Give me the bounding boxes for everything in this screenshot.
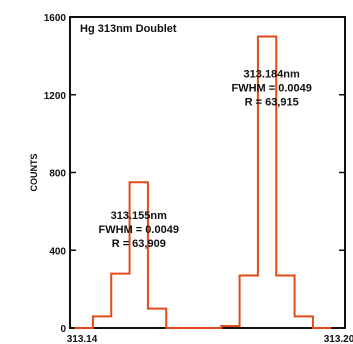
y-tick-label: 1200 [44,91,67,102]
peak-annotation-line: FWHM = 0.0049 [99,224,179,236]
y-tick-label: 800 [49,169,66,180]
peak-annotation-line: FWHM = 0.0049 [231,82,311,94]
peak-annotation-line: R = 63,915 [245,96,299,108]
series-line [74,35,332,329]
y-tick-label: 0 [60,324,66,335]
y-tick-label: 400 [49,246,66,257]
x-tick-label: 313.20 [324,334,353,344]
x-tick-label: 313.14 [67,334,98,344]
y-tick-label: 1600 [44,13,67,24]
peak-annotation-line: 313.184nm [244,68,300,80]
peak-annotation-line: R = 63,909 [112,238,166,250]
peak-annotation-line: 313.155nm [111,210,167,222]
y-axis-label: COUNTS [29,154,39,192]
chart-title: Hg 313nm Doublet [80,23,177,35]
